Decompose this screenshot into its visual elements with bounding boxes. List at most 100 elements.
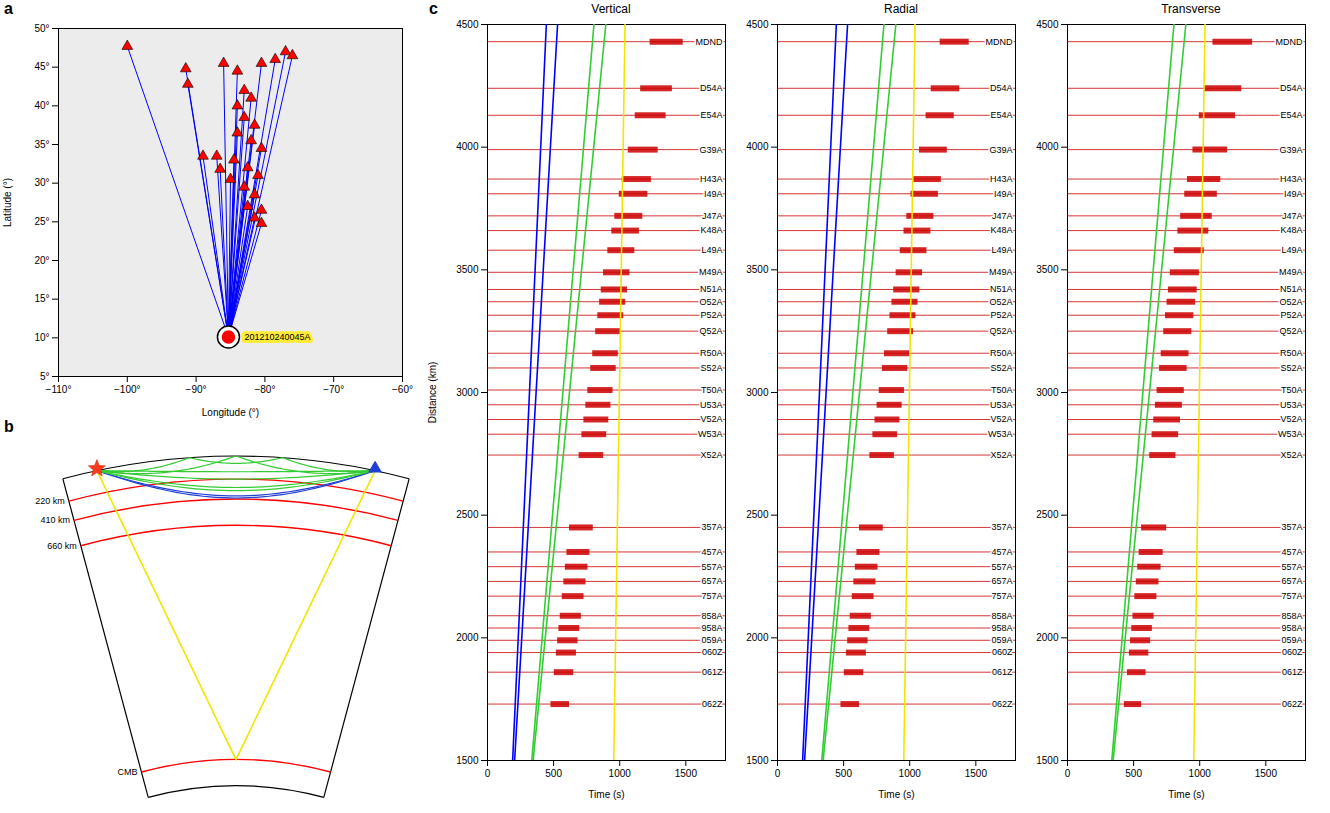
svg-text:757A: 757A [991, 591, 1012, 601]
svg-text:357A: 357A [991, 522, 1012, 532]
svg-text:30°: 30° [34, 177, 49, 188]
svg-text:958A: 958A [1281, 623, 1302, 633]
svg-text:660 km: 660 km [47, 541, 77, 551]
svg-text:958A: 958A [701, 623, 722, 633]
svg-text:1500: 1500 [965, 768, 988, 779]
svg-text:J47A: J47A [1282, 211, 1303, 221]
svg-text:1000: 1000 [609, 768, 632, 779]
svg-text:858A: 858A [991, 611, 1012, 621]
svg-text:U53A: U53A [1280, 400, 1303, 410]
svg-text:U53A: U53A [700, 400, 723, 410]
svg-text:D54A: D54A [700, 83, 723, 93]
svg-text:MDND: MDND [696, 37, 723, 47]
svg-text:I49A: I49A [1284, 189, 1303, 199]
svg-text:X52A: X52A [700, 450, 722, 460]
svg-text:P52A: P52A [700, 310, 722, 320]
svg-text:T50A: T50A [1281, 385, 1303, 395]
svg-text:1500: 1500 [675, 768, 698, 779]
svg-text:4000: 4000 [456, 141, 479, 152]
svg-text:Latitude (°): Latitude (°) [2, 178, 13, 227]
svg-text:W53A: W53A [698, 429, 723, 439]
svg-text:061Z: 061Z [702, 667, 723, 677]
svg-text:0: 0 [1065, 768, 1071, 779]
svg-text:657A: 657A [991, 576, 1012, 586]
svg-text:−60°: −60° [392, 384, 413, 395]
svg-text:H43A: H43A [990, 174, 1013, 184]
svg-text:500: 500 [545, 768, 562, 779]
svg-text:060Z: 060Z [1282, 647, 1303, 657]
svg-text:S52A: S52A [700, 363, 722, 373]
svg-text:220 km: 220 km [35, 496, 65, 506]
svg-text:M49A: M49A [699, 267, 723, 277]
svg-text:MDND: MDND [1276, 37, 1303, 47]
svg-text:500: 500 [1125, 768, 1142, 779]
svg-text:N51A: N51A [1280, 284, 1303, 294]
svg-text:1500: 1500 [1255, 768, 1278, 779]
svg-text:3000: 3000 [456, 387, 479, 398]
svg-text:0: 0 [485, 768, 491, 779]
svg-text:2000: 2000 [456, 632, 479, 643]
svg-text:3500: 3500 [1036, 264, 1059, 275]
svg-text:25°: 25° [34, 216, 49, 227]
svg-text:K48A: K48A [1280, 225, 1302, 235]
svg-text:Longitude (°): Longitude (°) [202, 407, 259, 418]
svg-text:20°: 20° [34, 255, 49, 266]
svg-text:S52A: S52A [1280, 363, 1302, 373]
svg-text:O52A: O52A [1279, 297, 1302, 307]
svg-text:457A: 457A [701, 547, 722, 557]
svg-text:Distance (km): Distance (km) [427, 362, 438, 424]
svg-text:O52A: O52A [699, 297, 722, 307]
svg-text:3500: 3500 [456, 264, 479, 275]
svg-text:−90°: −90° [186, 384, 207, 395]
svg-text:40°: 40° [34, 100, 49, 111]
svg-text:410 km: 410 km [40, 515, 70, 525]
svg-text:3000: 3000 [746, 387, 769, 398]
svg-text:357A: 357A [1281, 522, 1302, 532]
svg-text:Time (s): Time (s) [1168, 789, 1204, 800]
svg-text:500: 500 [835, 768, 852, 779]
svg-text:−100°: −100° [114, 384, 141, 395]
svg-text:S52A: S52A [990, 363, 1012, 373]
svg-text:1000: 1000 [899, 768, 922, 779]
svg-text:Q52A: Q52A [989, 326, 1012, 336]
svg-text:50°: 50° [34, 23, 49, 34]
svg-text:062Z: 062Z [1282, 699, 1303, 709]
svg-text:V52A: V52A [1280, 414, 1302, 424]
svg-text:2000: 2000 [746, 632, 769, 643]
svg-text:2500: 2500 [746, 509, 769, 520]
svg-text:357A: 357A [701, 522, 722, 532]
svg-text:W53A: W53A [988, 429, 1013, 439]
svg-text:E54A: E54A [700, 110, 722, 120]
svg-text:M49A: M49A [1279, 267, 1303, 277]
svg-text:H43A: H43A [1280, 174, 1303, 184]
svg-text:O52A: O52A [989, 297, 1012, 307]
svg-text:1500: 1500 [456, 755, 479, 766]
svg-text:MDND: MDND [986, 37, 1013, 47]
svg-text:G39A: G39A [989, 145, 1012, 155]
svg-text:1000: 1000 [1189, 768, 1212, 779]
svg-text:L49A: L49A [1281, 245, 1302, 255]
svg-text:−70°: −70° [323, 384, 344, 395]
svg-text:R50A: R50A [1280, 348, 1303, 358]
svg-text:4500: 4500 [746, 19, 769, 30]
svg-text:062Z: 062Z [992, 699, 1013, 709]
svg-text:Q52A: Q52A [699, 326, 722, 336]
svg-text:J47A: J47A [702, 211, 723, 221]
svg-text:457A: 457A [991, 547, 1012, 557]
svg-text:061Z: 061Z [1282, 667, 1303, 677]
svg-text:M49A: M49A [989, 267, 1013, 277]
svg-text:Time (s): Time (s) [588, 789, 624, 800]
svg-text:4000: 4000 [746, 141, 769, 152]
svg-text:0: 0 [775, 768, 781, 779]
svg-text:858A: 858A [701, 611, 722, 621]
svg-text:E54A: E54A [1280, 110, 1302, 120]
svg-text:060Z: 060Z [702, 647, 723, 657]
svg-text:557A: 557A [1281, 562, 1302, 572]
svg-text:R50A: R50A [700, 348, 723, 358]
svg-text:H43A: H43A [700, 174, 723, 184]
svg-text:2000: 2000 [1036, 632, 1059, 643]
svg-text:U53A: U53A [990, 400, 1013, 410]
svg-text:757A: 757A [701, 591, 722, 601]
svg-text:201210240045A: 201210240045A [244, 332, 310, 342]
svg-text:G39A: G39A [1279, 145, 1302, 155]
